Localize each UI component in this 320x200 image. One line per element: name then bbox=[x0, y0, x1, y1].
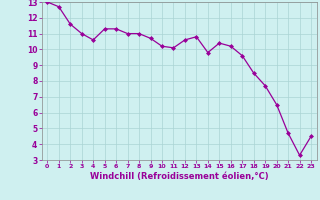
X-axis label: Windchill (Refroidissement éolien,°C): Windchill (Refroidissement éolien,°C) bbox=[90, 172, 268, 181]
